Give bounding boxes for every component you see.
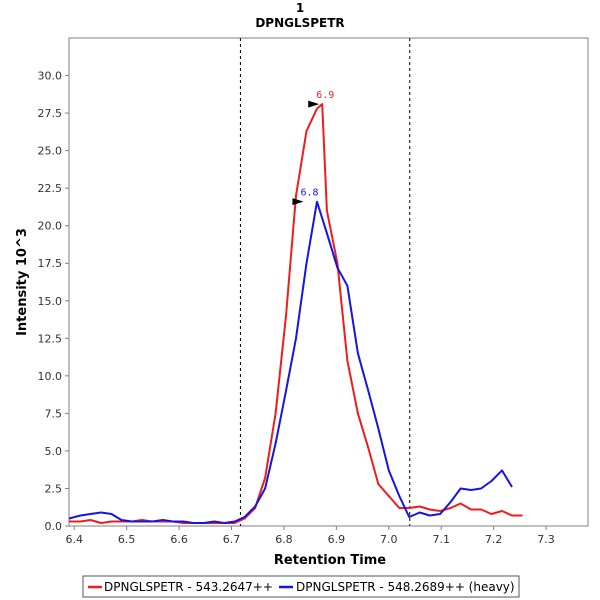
x-tick-label-5: 6.9 — [328, 533, 346, 546]
legend-box — [82, 575, 520, 598]
y-tick-label-8: 20.0 — [38, 220, 63, 233]
y-tick-label-11: 27.5 — [38, 107, 63, 120]
x-tick-label-8: 7.2 — [485, 533, 503, 546]
peak-label-1: 6.8 — [300, 188, 318, 199]
x-axis-ticks: 6.4 6.5 6.6 6.7 6.8 6.9 7.0 7.1 7.2 7.3 — [65, 526, 555, 546]
chart-subtitle: DPNGLSPETR — [255, 16, 344, 30]
series-lines — [68, 103, 523, 524]
y-tick-label-7: 17.5 — [38, 257, 63, 270]
peak-label-0: 6.9 — [316, 90, 334, 101]
x-tick-label-0: 6.4 — [65, 533, 83, 546]
y-tick-label-6: 15.0 — [38, 295, 63, 308]
peak-marker-1 — [292, 198, 304, 206]
legend: DPNGLSPETR - 543.2647++ DPNGLSPETR - 548… — [82, 575, 520, 598]
y-tick-label-10: 25.0 — [38, 145, 63, 158]
x-tick-label-3: 6.7 — [223, 533, 241, 546]
x-axis-label: Retention Time — [274, 553, 386, 568]
peak-marker-0 — [308, 100, 320, 108]
series-line-1 — [68, 200, 513, 524]
peak-markers: 6.9 6.8 — [292, 90, 334, 206]
x-tick-label-4: 6.8 — [275, 533, 293, 546]
y-tick-label-12: 30.0 — [38, 70, 63, 83]
x-tick-label-9: 7.3 — [537, 533, 555, 546]
legend-label-heavy: DPNGLSPETR - 548.2689++ (heavy) — [296, 580, 515, 594]
y-tick-label-3: 7.5 — [45, 407, 63, 420]
y-axis-ticks: 0.0 2.5 5.0 7.5 10.0 12.5 15.0 17.5 20.0 22.5 25.0… — [38, 70, 69, 533]
chart-title: 1 — [296, 1, 304, 15]
y-tick-label-4: 10.0 — [38, 370, 63, 383]
legend-label-light: DPNGLSPETR - 543.2647++ — [104, 580, 273, 594]
y-tick-label-9: 22.5 — [38, 182, 63, 195]
y-tick-label-0: 0.0 — [45, 520, 63, 533]
y-tick-label-1: 2.5 — [45, 482, 63, 495]
plot-area — [68, 37, 589, 527]
x-tick-label-2: 6.6 — [170, 533, 188, 546]
x-tick-label-6: 7.0 — [380, 533, 398, 546]
x-tick-label-7: 7.1 — [432, 533, 450, 546]
x-tick-label-1: 6.5 — [118, 533, 136, 546]
y-tick-label-5: 12.5 — [38, 332, 63, 345]
y-tick-label-2: 5.0 — [45, 445, 63, 458]
y-axis-label: Intensity 10^3 — [15, 228, 30, 336]
